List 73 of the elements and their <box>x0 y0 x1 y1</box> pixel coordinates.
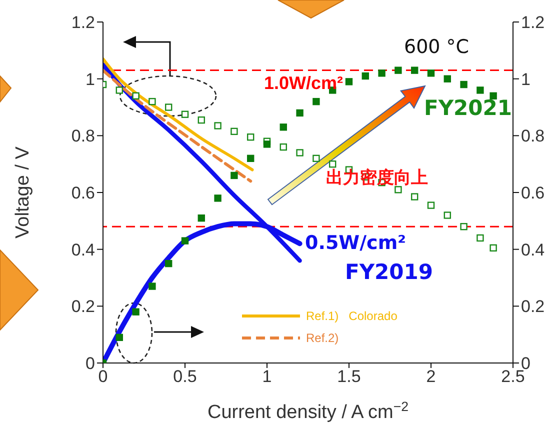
point <box>460 223 468 230</box>
y-tick-label: 0.4 <box>71 240 95 260</box>
y-tick-label: 0.8 <box>71 126 95 146</box>
x-axis-title: Current density / A cm$^{−2}$ <box>207 398 409 423</box>
annotation: 出力密度向上 <box>326 167 428 189</box>
point <box>427 70 435 77</box>
y2-tick-label: 0.2 <box>521 297 545 316</box>
ref-line-label: 1.0W/cm² <box>264 73 344 94</box>
point <box>132 308 140 316</box>
point <box>312 98 320 106</box>
point <box>181 237 189 244</box>
point <box>280 124 287 131</box>
point <box>490 92 497 100</box>
x-tick-label: 1 <box>262 367 272 386</box>
point <box>329 160 336 168</box>
point <box>476 234 484 242</box>
point <box>214 194 222 202</box>
point <box>444 75 451 82</box>
point <box>444 212 451 219</box>
point <box>394 186 402 194</box>
legend-label: Ref.1) Colorado <box>306 309 398 323</box>
x-tick-label: 0 <box>98 367 108 386</box>
annotation: FY2019 <box>345 260 433 284</box>
point <box>230 128 238 136</box>
point <box>362 72 369 80</box>
y2-tick-label: 1 <box>521 70 530 89</box>
point <box>148 98 156 106</box>
point <box>427 202 435 209</box>
point <box>247 154 254 162</box>
point <box>411 66 418 74</box>
legend-label: Ref.2) <box>306 331 339 345</box>
point <box>411 193 418 200</box>
point <box>263 140 271 148</box>
point <box>476 86 484 94</box>
point <box>148 282 156 290</box>
point <box>214 122 222 130</box>
point <box>296 109 304 117</box>
annotation: FY2021 <box>424 96 512 120</box>
y2-tick-label: 0.4 <box>521 240 545 260</box>
point <box>132 92 140 100</box>
y2-tick-label: 0.8 <box>521 126 545 146</box>
point <box>165 260 172 268</box>
annotation: 0.5W/cm² <box>305 232 406 254</box>
point <box>198 116 205 124</box>
y-tick-label: 0.2 <box>71 297 95 316</box>
point <box>490 244 497 252</box>
point <box>116 86 123 94</box>
point <box>378 70 386 77</box>
y-axis-title: Voltage / V <box>12 146 34 238</box>
line-series <box>103 68 252 183</box>
point <box>394 66 402 74</box>
point <box>181 110 189 118</box>
y2-tick-label: 0.6 <box>521 184 545 203</box>
point <box>247 133 254 141</box>
x-tick-label: 2 <box>426 367 436 386</box>
line-series <box>103 57 254 172</box>
point <box>312 154 320 162</box>
point <box>280 143 287 151</box>
y-tick-label: 1 <box>86 70 95 89</box>
point <box>230 172 238 180</box>
x-tick-label: 0.5 <box>173 367 197 386</box>
point <box>460 80 468 88</box>
y-tick-label: 0 <box>86 354 95 374</box>
point <box>198 214 205 222</box>
annotation: 600 °C <box>404 36 470 58</box>
y2-tick-label: 1.2 <box>521 13 545 32</box>
y-tick-label: 0.6 <box>71 184 95 203</box>
point <box>296 149 304 156</box>
point <box>165 104 172 111</box>
point <box>345 78 353 86</box>
point <box>116 334 123 342</box>
y-tick-label: 1.2 <box>71 13 95 32</box>
x-tick-label: 1.5 <box>337 367 361 386</box>
